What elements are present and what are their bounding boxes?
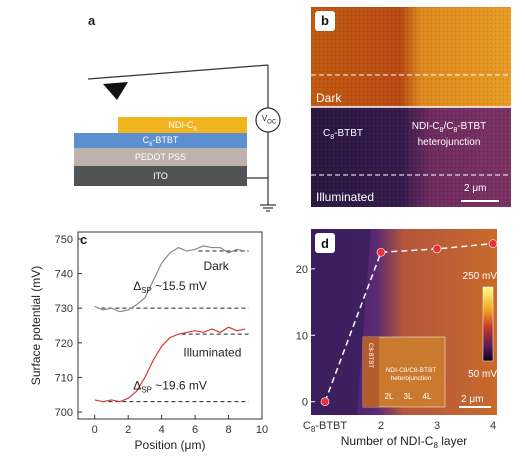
colorbar-min-label: 50 mV: [468, 369, 497, 380]
y-tick-label: 700: [55, 407, 73, 419]
afm-tip-icon: [103, 82, 128, 100]
panel-d-label: d: [321, 236, 329, 251]
region-left-label: C8-BTBT: [323, 128, 364, 141]
panel-c-chart: 0 2 4 6 8 10 700 710 720 730 740 750 c Dark Illuminate…: [29, 231, 268, 452]
panel-a-label: a: [88, 13, 96, 28]
scalebar-label: 2 μm: [464, 183, 487, 194]
y-tick-label: 10: [296, 330, 308, 342]
scalebar-label: 2 μm: [461, 394, 483, 405]
series-line-illuminated: [94, 326, 246, 403]
illuminated-curve-label: Illuminated: [183, 346, 241, 360]
layer-c8-btbt: C8-BTBT: [74, 133, 247, 148]
y-tick-label: 740: [55, 269, 73, 281]
y-tick-label: 710: [55, 372, 73, 384]
x-tick-label: 4: [159, 424, 165, 436]
x-tick-label: 3: [434, 420, 440, 432]
panel-b-label: b: [315, 11, 335, 31]
x-tick-label: 2: [378, 420, 384, 432]
inset-left-strip: [363, 337, 379, 407]
voltmeter-label: VOC: [261, 114, 277, 126]
inset-title-line1: NDI-C8/C8-BTBT: [386, 367, 437, 374]
y-axis-label: Surface potential (mV): [29, 266, 43, 385]
delta-dark-annotation: ΔSP ~15.5 mV: [133, 279, 207, 295]
state-dark-label: Dark: [316, 91, 342, 105]
inset-layer-label: 4L: [423, 392, 432, 401]
x-tick-label: C8-BTBT: [303, 420, 347, 434]
data-point: [320, 397, 330, 407]
x-tick-label: 6: [192, 424, 198, 436]
colorbar: [482, 286, 494, 362]
schematic-diagram: [87, 64, 281, 212]
x-tick-label: 8: [225, 424, 231, 436]
delta-illuminated-annotation: ΔSP ~19.6 mV: [133, 379, 207, 395]
inset-layer-label: 2L: [385, 392, 394, 401]
x-tick-label: 0: [92, 424, 98, 436]
state-illuminated-label: Illuminated: [316, 190, 375, 204]
y-tick-label: 20: [296, 264, 308, 276]
region-right-label: NDI-C8/C8-BTBT heterojunction: [411, 121, 487, 148]
dark-curve-label: Dark: [203, 259, 229, 273]
plot-frame: [77, 231, 263, 420]
data-point: [376, 247, 386, 257]
trend-line: [324, 242, 494, 402]
x-tick-label: 10: [256, 424, 268, 436]
colorbar-max-label: 250 mV: [463, 271, 498, 282]
y-tick-label: 730: [55, 303, 73, 315]
data-point: [488, 239, 498, 248]
inset-left-text: C8-BTBT: [367, 343, 373, 368]
x-tick-label: 2: [125, 424, 131, 436]
data-point: [432, 244, 442, 254]
y-tick-label: 0: [302, 397, 308, 409]
layer-ndi-c8: NDI-C8: [118, 117, 247, 133]
cantilever-beam: [87, 64, 269, 80]
panel-d-badge: [315, 233, 335, 253]
inset-layer-label: 3L: [404, 392, 413, 401]
layer-pedot-pss: PEDOT PSS: [74, 148, 247, 166]
inset-title-line2: heterojunction: [391, 375, 432, 382]
panel-b-image: b Dark C8-BTBT NDI-C8/C8-BTBT heterojunc…: [311, 7, 511, 207]
x-tick-label: 4: [490, 420, 496, 432]
x-axis-label: Position (μm): [135, 438, 206, 452]
series-line-dark: [94, 245, 246, 313]
y-tick-label: 750: [55, 234, 73, 246]
y-tick-label: 720: [55, 338, 73, 350]
panel-c-label: c: [80, 232, 87, 247]
c8-btbt-region: [311, 229, 371, 415]
x-axis-label: Number of NDI-C8 layer: [341, 434, 467, 450]
layer-ito: ITO: [74, 166, 247, 186]
